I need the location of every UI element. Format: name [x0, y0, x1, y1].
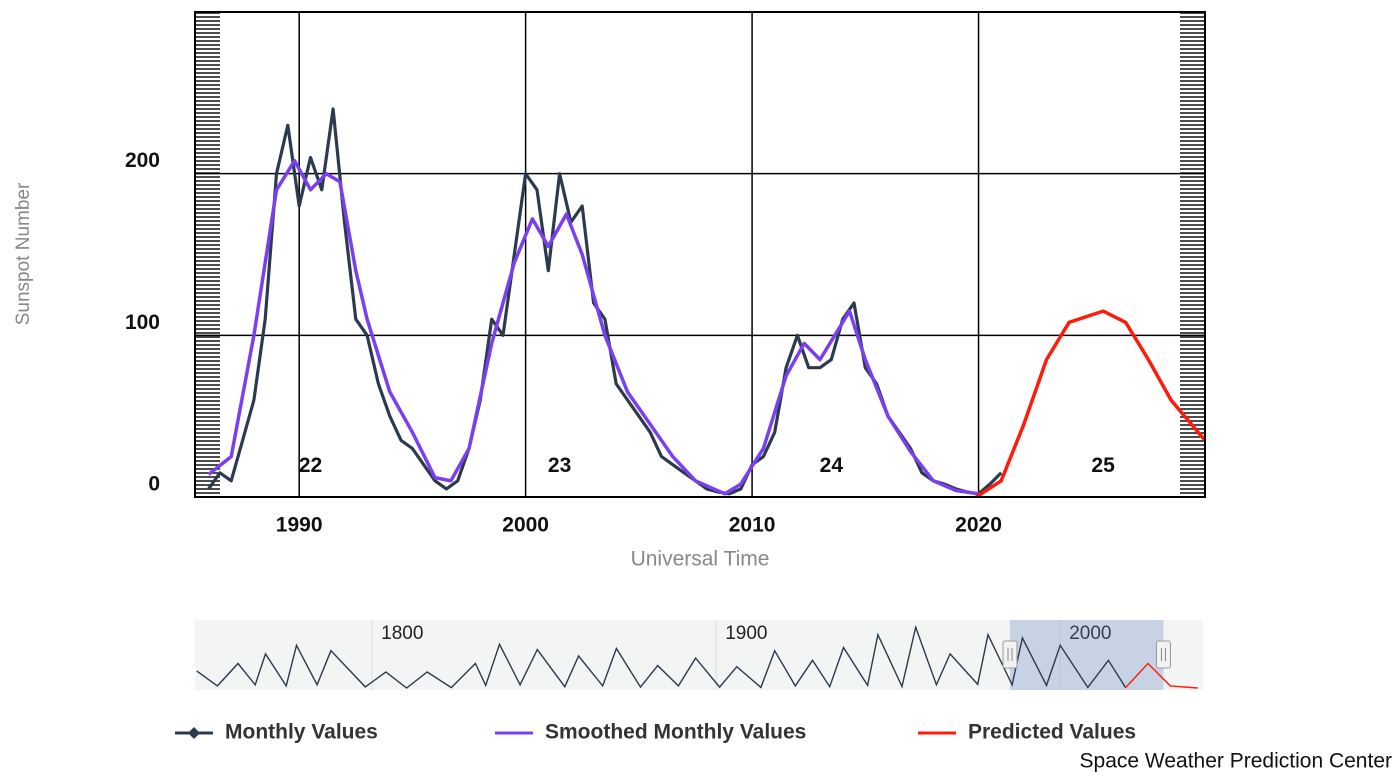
navigator-handle[interactable] — [1155, 640, 1171, 669]
data-line — [207, 158, 979, 496]
legend-label[interactable]: Smoothed Monthly Values — [545, 721, 806, 744]
legend-label[interactable]: Monthly Values — [225, 721, 378, 744]
navigator[interactable] — [195, 620, 1203, 690]
legend-label[interactable]: Predicted Values — [968, 721, 1136, 744]
y-tick-label: 100 — [125, 311, 160, 334]
legend: Monthly Values Smoothed Monthly Values Pre… — [175, 721, 1136, 744]
navigator-tick-label: 1900 — [725, 623, 767, 644]
axis-hatch — [195, 12, 220, 497]
navigator-selection[interactable] — [1010, 620, 1164, 690]
navigator-lines: 1800 1900 2000 — [196, 620, 1198, 690]
data-line — [975, 309, 1207, 499]
navigator-line — [1125, 662, 1198, 689]
cycle-label: 23 — [548, 454, 571, 477]
legend-marker — [188, 727, 200, 739]
x-axis-label: Universal Time — [631, 548, 770, 571]
x-tick-label: 2010 — [729, 514, 776, 537]
plot-area — [195, 12, 1205, 497]
plot-frame — [194, 11, 1206, 498]
plot-lines — [207, 107, 1207, 499]
y-tick-label: 200 — [125, 149, 160, 172]
x-tick-label: 1990 — [276, 514, 323, 537]
cycle-label: 25 — [1091, 454, 1115, 477]
navigator-tick-label: 2000 — [1069, 623, 1111, 644]
navigator-handle[interactable] — [1002, 640, 1018, 669]
y-tick-label: 0 — [148, 473, 160, 496]
navigator-tick-label: 1800 — [381, 623, 423, 644]
navigator-line — [196, 624, 1127, 689]
x-tick-label: 2020 — [955, 514, 1002, 537]
y-axis-label: Sunspot Number — [13, 182, 34, 325]
cycle-label: 24 — [820, 454, 844, 477]
source: Space Weather Prediction Center — [1080, 750, 1392, 773]
x-tick-label: 2000 — [502, 514, 549, 537]
cycle-label: 22 — [299, 454, 322, 477]
